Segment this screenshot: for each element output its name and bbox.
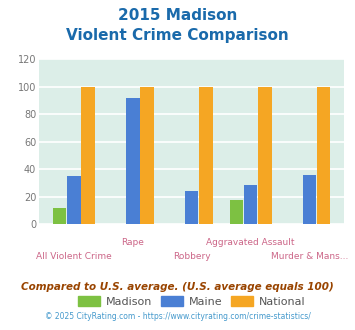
Text: Compared to U.S. average. (U.S. average equals 100): Compared to U.S. average. (U.S. average … <box>21 282 334 292</box>
Bar <box>244 184 257 224</box>
Bar <box>317 87 331 224</box>
Text: Murder & Mans...: Murder & Mans... <box>271 252 348 261</box>
Text: All Violent Crime: All Violent Crime <box>36 252 112 261</box>
Bar <box>53 208 66 224</box>
Bar <box>303 175 316 224</box>
Bar <box>258 87 272 224</box>
Text: Rape: Rape <box>121 238 144 247</box>
Text: Violent Crime Comparison: Violent Crime Comparison <box>66 28 289 43</box>
Bar <box>230 200 243 224</box>
Text: © 2025 CityRating.com - https://www.cityrating.com/crime-statistics/: © 2025 CityRating.com - https://www.city… <box>45 312 310 321</box>
Bar <box>126 98 140 224</box>
Text: 2015 Madison: 2015 Madison <box>118 8 237 23</box>
Bar <box>185 191 198 224</box>
Legend: Madison, Maine, National: Madison, Maine, National <box>73 292 310 311</box>
Bar <box>81 87 95 224</box>
Text: Aggravated Assault: Aggravated Assault <box>206 238 295 247</box>
Bar <box>67 176 81 224</box>
Bar <box>140 87 154 224</box>
Text: Robbery: Robbery <box>173 252 211 261</box>
Bar <box>199 87 213 224</box>
